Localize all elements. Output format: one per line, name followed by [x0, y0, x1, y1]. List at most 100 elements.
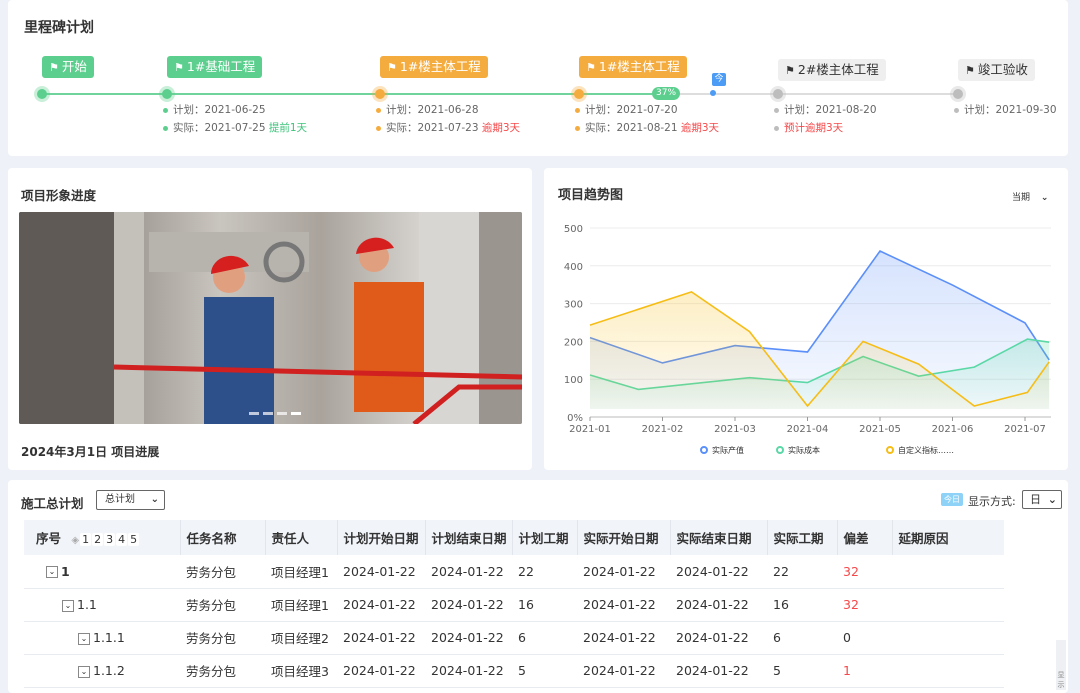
milestone-flag[interactable]: ⚑ 2#楼主体工程: [778, 59, 886, 81]
site-photo[interactable]: [19, 212, 522, 424]
milestone-node[interactable]: [770, 86, 786, 102]
milestone-flag[interactable]: ⚑ 1#基础工程: [167, 56, 263, 78]
milestone-name: 开始: [61, 59, 87, 74]
cell-owner: 项目经理1: [265, 555, 337, 589]
cell-reason: [892, 621, 1004, 655]
display-mode-label: 显示方式:: [968, 495, 1016, 508]
table-header: 序号 ◈ 1 2 3 4 5 任务名称 责任人 计划开始日期 计划结束日期 计划工期 实际开始日期 实际…: [24, 520, 1004, 555]
col-header: 实际开始日期: [577, 520, 671, 555]
flag-icon: ⚑: [387, 61, 397, 74]
flag-icon: ⚑: [174, 61, 184, 74]
milestone-name: 1#基础工程: [186, 59, 256, 74]
legend-marker: [700, 446, 708, 454]
collapse-toggle-icon[interactable]: ⌄: [78, 665, 90, 678]
cell-ae: 2024-01-22: [670, 555, 767, 589]
y-tick-label: 100: [564, 375, 583, 386]
table-row[interactable]: ⌄ 1.1 劳务分包 项目经理1 2024-01-22 2024-01-22 16 2024-…: [24, 588, 1004, 622]
legend-label: 实际成本: [788, 445, 820, 455]
cell-task: 劳务分包: [180, 621, 265, 655]
plan-label: 计划：: [964, 104, 996, 116]
legend-marker: [886, 446, 894, 454]
progress-line-pending: [652, 93, 958, 95]
milestone-note: 逾期3天: [680, 122, 720, 134]
row-id: 1: [61, 563, 70, 579]
cell-dev: 32: [837, 588, 892, 622]
plan-title: 施工总计划: [21, 496, 84, 511]
col-header: 任务名称: [180, 520, 266, 555]
today-button[interactable]: 今日: [941, 493, 963, 506]
side-tab[interactable]: 显示: [1056, 640, 1066, 690]
x-tick-label: 2021-06: [932, 424, 974, 435]
cell-ps: 2024-01-22: [337, 555, 425, 589]
cell-dev: 32: [837, 555, 892, 589]
milestone-actual: 实际：2021-07-25 提前1天: [163, 119, 307, 137]
image-caption: 2024年3月1日 项目进展: [21, 445, 160, 459]
chevron-down-icon: ⌄: [150, 494, 159, 505]
col-header: 计划工期: [512, 520, 578, 555]
row-id: 1.1: [77, 597, 97, 612]
milestone-flag[interactable]: ⚑ 1#楼主体工程: [380, 56, 488, 78]
milestone-name: 竣工验收: [977, 62, 1028, 77]
actual-label: 实际：: [173, 122, 205, 134]
plan-label: 计划：: [585, 104, 617, 116]
milestone-plan: 计划：2021-07-20: [575, 101, 678, 119]
cell-task: 劳务分包: [180, 588, 265, 622]
cell-task: 劳务分包: [180, 654, 265, 688]
cell-ps: 2024-01-22: [337, 621, 425, 655]
chevron-down-icon: ⌄: [1040, 193, 1049, 203]
milestone-node[interactable]: [950, 86, 966, 102]
milestone-note: 逾期3天: [481, 122, 521, 134]
milestone-flag[interactable]: ⚑ 开始: [42, 56, 94, 78]
milestone-flag[interactable]: ⚑ 1#楼主体工程: [579, 56, 687, 78]
actual-label: 实际：: [386, 122, 418, 134]
table-row[interactable]: ⌄ 1.1.2 劳务分包 项目经理3 2024-01-22 2024-01-22 5 2024…: [24, 654, 1004, 688]
x-tick-label: 2021-07: [1004, 424, 1046, 435]
table-row[interactable]: ⌄ 1.1.1 劳务分包 项目经理2 2024-01-22 2024-01-22 6 2024…: [24, 621, 1004, 655]
milestone-plan: 计划：2021-09-30: [954, 101, 1057, 119]
cell-task: 劳务分包: [180, 555, 265, 589]
collapse-toggle-icon[interactable]: ⌄: [62, 599, 74, 612]
level-button[interactable]: 4: [116, 533, 128, 546]
display-mode-select[interactable]: 日 ⌄: [1022, 490, 1062, 509]
col-header: 责任人: [265, 520, 338, 555]
cell-pd: 22: [512, 555, 577, 589]
cell-ad: 6: [767, 621, 837, 655]
row-id-cell: ⌄ 1.1: [24, 588, 180, 622]
cell-dev: 1: [837, 654, 892, 688]
collapse-toggle-icon[interactable]: ⌄: [78, 632, 90, 645]
workers-illustration: [19, 212, 522, 424]
level-button[interactable]: 5: [128, 533, 140, 546]
cell-pd: 5: [512, 654, 577, 688]
cell-ps: 2024-01-22: [337, 588, 425, 622]
cell-reason: [892, 555, 1004, 589]
milestone-note: 预计逾期3天: [784, 122, 844, 134]
x-tick-label: 2021-04: [787, 424, 829, 435]
col-header: 偏差: [837, 520, 893, 555]
collapse-toggle-icon[interactable]: ⌄: [46, 566, 58, 579]
milestone-title: 里程碑计划: [24, 20, 94, 36]
cell-ae: 2024-01-22: [670, 621, 767, 655]
level-button[interactable]: 3: [104, 533, 116, 546]
plan-select[interactable]: 总计划 ⌄: [96, 490, 165, 510]
x-tick-label: 2021-05: [859, 424, 901, 435]
y-tick-label: 200: [564, 337, 583, 348]
period-select[interactable]: 当期 ⌄: [1012, 190, 1048, 203]
col-header: 实际工期: [767, 520, 838, 555]
y-tick-label: 0%: [567, 413, 583, 424]
milestone-node[interactable]: [571, 86, 587, 102]
milestone-node[interactable]: [34, 86, 50, 102]
milestone-node[interactable]: [159, 86, 175, 102]
page-scrollbar[interactable]: [1070, 0, 1080, 693]
flag-icon: ⚑: [965, 64, 975, 77]
series-area: [590, 291, 1050, 409]
cell-owner: 项目经理2: [265, 621, 337, 655]
level-button[interactable]: 1: [80, 533, 92, 546]
level-button[interactable]: 2: [92, 533, 104, 546]
milestone-node[interactable]: [372, 86, 388, 102]
flag-icon: ⚑: [785, 64, 795, 77]
today-marker: 今: [712, 73, 726, 86]
cell-ad: 22: [767, 555, 837, 589]
table-row[interactable]: ⌄ 1 劳务分包 项目经理1 2024-01-22 2024-01-22 22 2024-01…: [24, 555, 1004, 589]
cell-owner: 项目经理1: [265, 588, 337, 622]
milestone-flag[interactable]: ⚑ 竣工验收: [958, 59, 1035, 81]
